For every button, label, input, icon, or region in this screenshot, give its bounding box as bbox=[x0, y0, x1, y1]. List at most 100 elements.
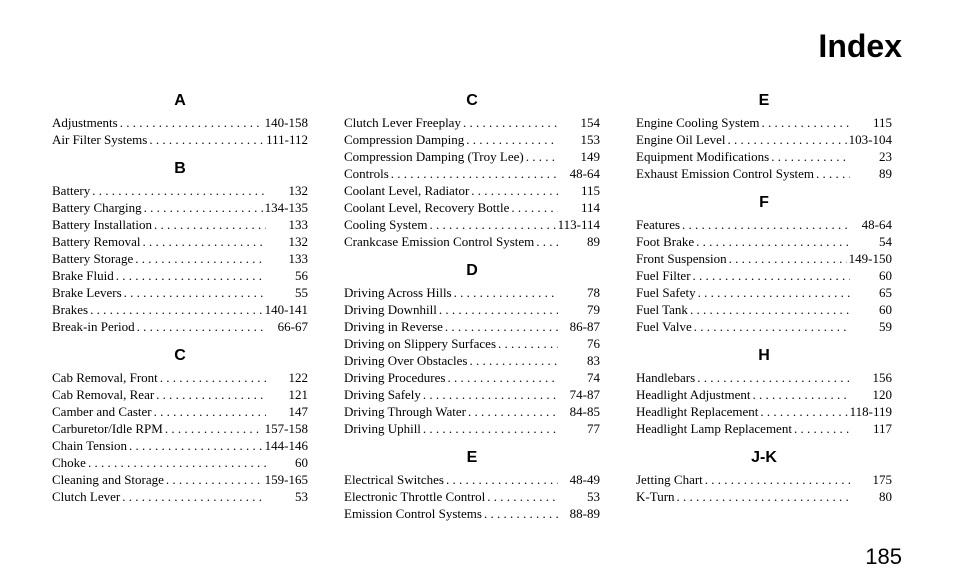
dot-leader bbox=[694, 318, 850, 335]
dot-leader bbox=[511, 199, 558, 216]
dot-leader bbox=[391, 165, 558, 182]
entry-label: Adjustments bbox=[52, 114, 118, 131]
entry-label: Fuel Valve bbox=[636, 318, 692, 335]
entry-label: Fuel Tank bbox=[636, 301, 688, 318]
section-heading: B bbox=[52, 160, 308, 178]
index-entry: Fuel Filter60 bbox=[636, 267, 892, 284]
dot-leader bbox=[423, 386, 558, 403]
entry-page: 133 bbox=[268, 250, 308, 267]
dot-leader bbox=[446, 471, 558, 488]
entry-page: 59 bbox=[852, 318, 892, 335]
entry-label: Headlight Replacement bbox=[636, 403, 758, 420]
entry-label: Driving in Reverse bbox=[344, 318, 443, 335]
index-entry: Engine Oil Level103-104 bbox=[636, 131, 892, 148]
entry-label: Chain Tension bbox=[52, 437, 127, 454]
entry-label: Driving Downhill bbox=[344, 301, 437, 318]
entry-label: Emission Control Systems bbox=[344, 505, 482, 522]
index-entry: Headlight Lamp Replacement 117 bbox=[636, 420, 892, 437]
index-entry: Carburetor/Idle RPM157-158 bbox=[52, 420, 308, 437]
dot-leader bbox=[468, 403, 558, 420]
entry-label: Headlight Lamp Replacement bbox=[636, 420, 792, 437]
dot-leader bbox=[693, 267, 850, 284]
index-entry: Equipment Modifications23 bbox=[636, 148, 892, 165]
entry-label: Cooling System bbox=[344, 216, 427, 233]
entry-page: 56 bbox=[268, 267, 308, 284]
entry-label: Clutch Lever Freeplay bbox=[344, 114, 461, 131]
entry-page: 86-87 bbox=[560, 318, 600, 335]
dot-leader bbox=[142, 233, 266, 250]
dot-leader bbox=[487, 488, 558, 505]
entry-label: Clutch Lever bbox=[52, 488, 120, 505]
index-entry: Handlebars156 bbox=[636, 369, 892, 386]
entry-label: Driving Over Obstacles bbox=[344, 352, 467, 369]
entry-page: 78 bbox=[560, 284, 600, 301]
entry-label: Brake Levers bbox=[52, 284, 122, 301]
index-entry: Battery132 bbox=[52, 182, 308, 199]
entry-page: 53 bbox=[560, 488, 600, 505]
entry-label: Headlight Adjustment bbox=[636, 386, 750, 403]
dot-leader bbox=[90, 301, 263, 318]
dot-leader bbox=[116, 267, 266, 284]
section-heading: E bbox=[636, 92, 892, 110]
entry-page: 89 bbox=[560, 233, 600, 250]
entry-label: Foot Brake bbox=[636, 233, 694, 250]
entry-page: 84-85 bbox=[560, 403, 600, 420]
entry-label: Carburetor/Idle RPM bbox=[52, 420, 163, 437]
dot-leader bbox=[122, 488, 266, 505]
index-entry: Exhaust Emission Control System89 bbox=[636, 165, 892, 182]
entry-page: 103-104 bbox=[849, 131, 892, 148]
page-title: Index bbox=[818, 28, 902, 65]
index-entry: Battery Storage133 bbox=[52, 250, 308, 267]
section-heading: F bbox=[636, 194, 892, 212]
index-entry: Brakes140-141 bbox=[52, 301, 308, 318]
section-heading: C bbox=[344, 92, 600, 110]
index-entry: Driving Safely 74-87 bbox=[344, 386, 600, 403]
dot-leader bbox=[120, 114, 263, 131]
entry-page: 88-89 bbox=[560, 505, 600, 522]
section-heading: A bbox=[52, 92, 308, 110]
index-entry: Air Filter Systems111-112 bbox=[52, 131, 308, 148]
entry-page: 117 bbox=[852, 420, 892, 437]
index-entry: Driving Through Water84-85 bbox=[344, 403, 600, 420]
index-entry: Driving Over Obstacles 83 bbox=[344, 352, 600, 369]
entry-page: 74-87 bbox=[560, 386, 600, 403]
index-entry: Coolant Level, Radiator115 bbox=[344, 182, 600, 199]
entry-page: 118-119 bbox=[850, 403, 892, 420]
entry-label: Cab Removal, Front bbox=[52, 369, 158, 386]
entry-page: 53 bbox=[268, 488, 308, 505]
entry-label: Fuel Filter bbox=[636, 267, 691, 284]
entry-page: 114 bbox=[560, 199, 600, 216]
entry-label: Driving Safely bbox=[344, 386, 421, 403]
entry-page: 111-112 bbox=[266, 131, 308, 148]
index-entry: Driving Procedures74 bbox=[344, 369, 600, 386]
entry-page: 66-67 bbox=[268, 318, 308, 335]
entry-page: 80 bbox=[852, 488, 892, 505]
entry-label: Crankcase Emission Control System bbox=[344, 233, 534, 250]
section-heading: J-K bbox=[636, 449, 892, 467]
index-entry: Clutch Lever 53 bbox=[52, 488, 308, 505]
index-entry: Battery Removal132 bbox=[52, 233, 308, 250]
dot-leader bbox=[698, 284, 850, 301]
dot-leader bbox=[705, 471, 850, 488]
entry-page: 122 bbox=[268, 369, 308, 386]
entry-label: Choke bbox=[52, 454, 86, 471]
entry-page: 159-165 bbox=[265, 471, 308, 488]
index-entry: Battery Charging134-135 bbox=[52, 199, 308, 216]
index-entry: Brake Fluid56 bbox=[52, 267, 308, 284]
index-entry: Features48-64 bbox=[636, 216, 892, 233]
dot-leader bbox=[729, 250, 847, 267]
entry-label: Battery Charging bbox=[52, 199, 142, 216]
index-column: AAdjustments140-158Air Filter Systems111… bbox=[52, 80, 308, 522]
index-entry: Break-in Period66-67 bbox=[52, 318, 308, 335]
entry-page: 133 bbox=[268, 216, 308, 233]
entry-label: Driving on Slippery Surfaces bbox=[344, 335, 496, 352]
entry-label: Exhaust Emission Control System bbox=[636, 165, 814, 182]
entry-label: Handlebars bbox=[636, 369, 695, 386]
entry-page: 48-49 bbox=[560, 471, 600, 488]
dot-leader bbox=[149, 131, 264, 148]
index-column: EEngine Cooling System115Engine Oil Leve… bbox=[636, 80, 892, 522]
dot-leader bbox=[752, 386, 850, 403]
dot-leader bbox=[447, 369, 558, 386]
entry-page: 83 bbox=[560, 352, 600, 369]
entry-label: Battery Removal bbox=[52, 233, 140, 250]
